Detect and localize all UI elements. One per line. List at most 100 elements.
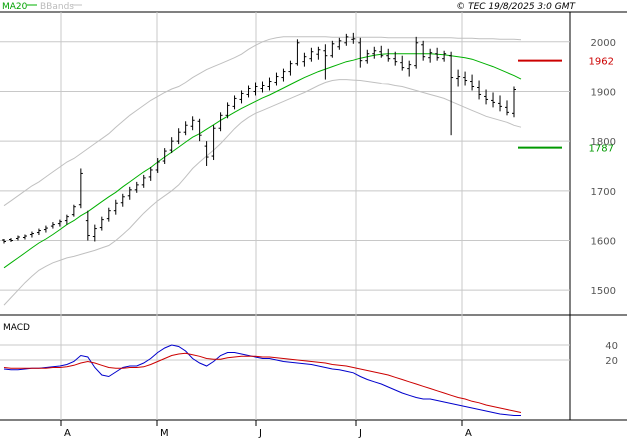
ohlc-bar: [351, 32, 356, 44]
ohlc-bar: [386, 48, 391, 62]
ohlc-bar: [309, 47, 314, 62]
ma20-line: [3, 53, 522, 269]
ohlc-bar: [57, 219, 62, 227]
price-y-tick-label: 1900: [591, 87, 616, 98]
ohlc-bar: [211, 125, 216, 161]
ohlc-bar: [197, 118, 202, 142]
ohlc-bar: [407, 60, 412, 77]
ohlc-bar: [365, 49, 370, 64]
ohlc-bar: [358, 37, 363, 68]
macd-title: MACD: [3, 323, 30, 333]
ohlc-bar: [463, 71, 468, 86]
ohlc-bar: [190, 116, 195, 131]
x-grid: [60, 12, 463, 426]
ohlc-bar: [176, 128, 181, 145]
ohlc-bar: [134, 181, 139, 193]
ohlc-bar: [43, 225, 48, 233]
axis-labels: 1500 1600 1700 1800 1900 2000 40 20 A M J J A: [64, 38, 618, 439]
ohlc-bar: [64, 214, 69, 225]
ohlc-bar: [183, 121, 188, 136]
macd-line: [3, 344, 521, 416]
ohlc-bar: [302, 52, 307, 67]
ohlc-bar: [281, 68, 286, 82]
support-label: 1787: [589, 144, 614, 155]
ohlc-bar: [2, 239, 6, 244]
ohlc-bar: [155, 158, 160, 173]
ohlc-bar: [449, 51, 454, 136]
ohlc-bar: [267, 77, 272, 91]
levels-layer: 1962 1787: [518, 57, 614, 155]
ohlc-bar: [435, 47, 440, 61]
ohlc-bar: [50, 222, 55, 229]
ohlc-bar: [106, 207, 111, 222]
ohlc-bar: [169, 137, 174, 154]
ohlc-bar: [29, 231, 34, 238]
ohlc-bar: [274, 72, 279, 86]
ohlc-bar: [323, 44, 328, 80]
ohlc-bar: [428, 48, 433, 63]
legend-bbands: BBands: [40, 2, 74, 12]
ohlc-bar: [92, 224, 97, 242]
ohlc-bar: [470, 74, 475, 91]
price-y-tick-label: 2000: [591, 38, 616, 49]
ohlc-bar: [36, 228, 41, 236]
price-y-tick-label: 1800: [591, 137, 616, 148]
bbands-layer: [3, 36, 522, 306]
ohlc-bar: [260, 81, 265, 93]
ohlc-bar: [239, 90, 244, 104]
copyright-label: © TEC 19/8/2025 3:0 GMT: [456, 2, 576, 12]
ohlc-bar: [498, 95, 503, 112]
ohlc-bar: [85, 210, 90, 241]
x-tick-label: A: [465, 428, 472, 439]
ohlc-bar: [505, 100, 510, 116]
ohlc-bar: [456, 69, 461, 87]
ohlc-bar: [379, 45, 384, 58]
ohlc-bar: [71, 204, 76, 217]
ohlc-bar: [204, 141, 209, 166]
ohlc-bar: [22, 234, 27, 240]
bband-lower-line: [3, 79, 522, 306]
x-tick-label: J: [258, 428, 262, 439]
ohlc-bar: [141, 174, 146, 188]
ohlc-bar: [414, 36, 419, 69]
ohlc-bar: [127, 186, 132, 200]
signal-line: [3, 352, 522, 413]
ohlc-bar: [78, 168, 83, 209]
x-tick-label: J: [358, 428, 362, 439]
ohlc-bar: [120, 193, 125, 207]
ohlc-bar: [316, 46, 321, 60]
ohlc-bar: [393, 51, 398, 66]
ma20-layer: [3, 53, 522, 269]
price-y-tick-label: 1700: [591, 187, 616, 198]
ohlc-bar: [400, 55, 405, 71]
ohlc-bar: [246, 85, 251, 98]
ohlc-bar: [232, 95, 237, 110]
price-bars-layer: [2, 32, 516, 244]
ohlc-bar: [477, 80, 482, 100]
ohlc-bar: [337, 37, 342, 50]
ohlc-bar: [512, 86, 516, 118]
x-tick-label: M: [160, 428, 169, 439]
ohlc-bar: [344, 33, 349, 46]
macd-layer: [3, 344, 522, 416]
ohlc-bar: [253, 82, 258, 96]
ohlc-bar: [491, 92, 496, 108]
x-tick-label: A: [64, 428, 71, 439]
ohlc-bar: [218, 112, 223, 132]
price-y-tick-label: 1600: [591, 236, 616, 247]
legend-ma20: MA20: [2, 2, 28, 12]
ohlc-bar: [99, 216, 104, 231]
ohlc-bar: [330, 40, 335, 58]
ohlc-bar: [162, 148, 167, 164]
ohlc-bar: [15, 235, 20, 241]
macd-y-tick-label: 40: [605, 341, 618, 352]
ohlc-bar: [225, 102, 230, 119]
resistance-label: 1962: [589, 57, 614, 68]
ohlc-bar: [442, 50, 447, 62]
ohlc-bar: [295, 39, 300, 66]
price-y-tick-label: 1500: [591, 286, 616, 297]
ohlc-bar: [372, 46, 377, 59]
ohlc-bar: [148, 166, 153, 181]
